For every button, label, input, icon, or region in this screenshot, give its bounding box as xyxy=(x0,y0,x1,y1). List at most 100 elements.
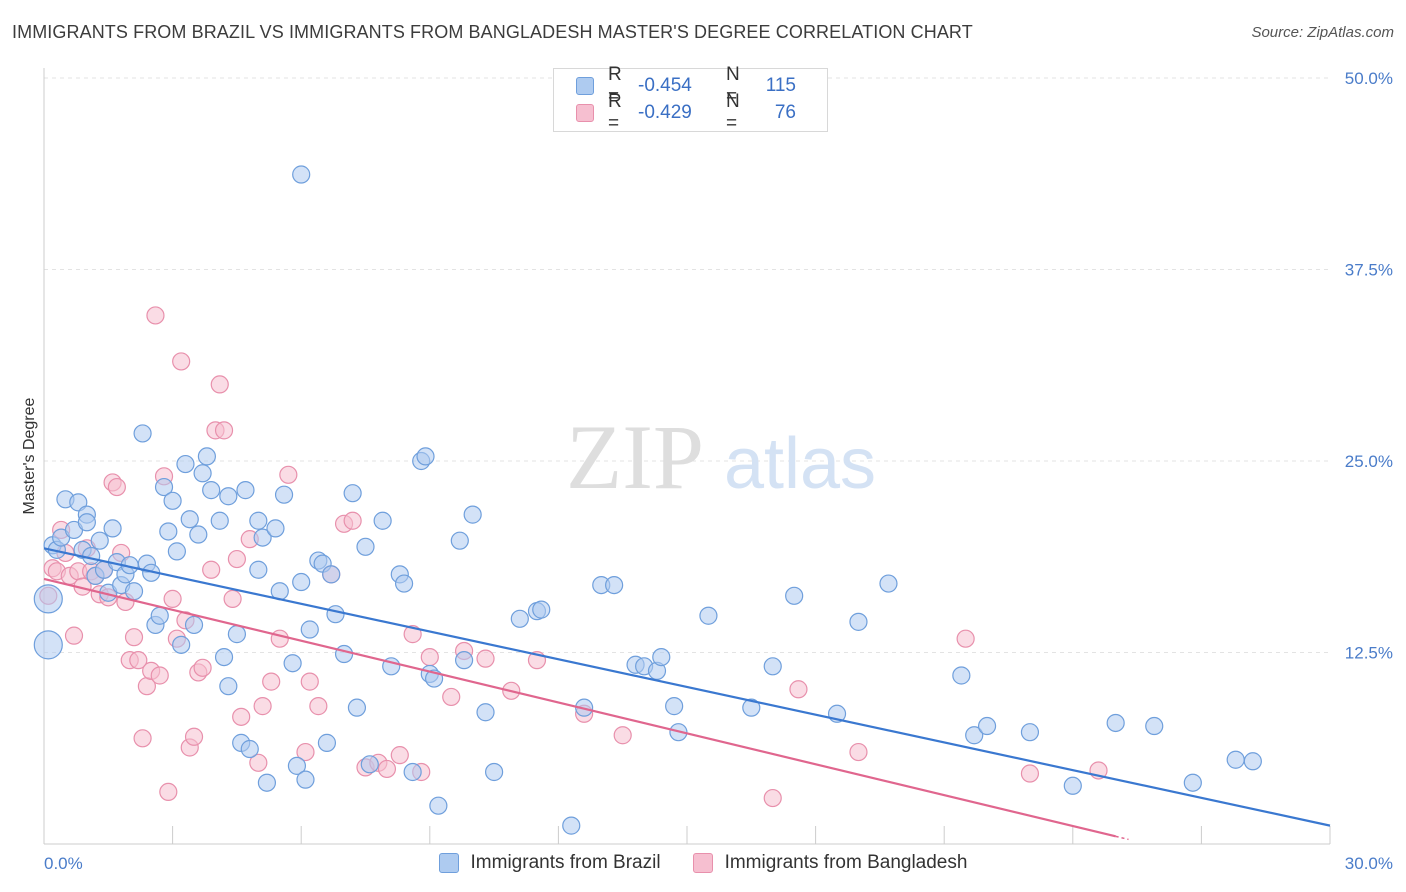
brazil-legend-swatch xyxy=(438,853,459,873)
brazil-points xyxy=(33,165,1262,835)
data-point xyxy=(103,519,122,538)
data-point xyxy=(163,589,182,608)
data-point xyxy=(879,574,898,593)
data-point xyxy=(309,697,328,716)
bangladesh-trend-extension xyxy=(1115,835,1129,841)
tick-labels: 12.5% 25.0% 37.5% 50.0% 0.0% 30.0% xyxy=(44,69,1393,873)
bangladesh-points xyxy=(39,306,1108,808)
data-point xyxy=(785,586,804,605)
n-value: 115 xyxy=(765,75,796,96)
data-point xyxy=(133,424,152,443)
bangladesh-legend-swatch xyxy=(692,853,713,873)
data-point xyxy=(240,739,259,759)
data-point xyxy=(266,519,285,538)
data-point xyxy=(90,531,109,550)
data-point xyxy=(249,753,268,772)
data-point xyxy=(416,447,435,466)
data-point xyxy=(562,816,581,835)
brazil-legend-label: Immigrants from Brazil xyxy=(470,852,661,873)
data-point xyxy=(652,647,671,667)
legend-row-bangladesh: R = -0.429 N = 76 xyxy=(576,91,796,134)
r-label: R = xyxy=(608,64,622,107)
data-point xyxy=(180,510,199,529)
data-point xyxy=(403,762,422,782)
data-point xyxy=(159,782,178,802)
data-point xyxy=(279,465,298,484)
data-point xyxy=(1183,773,1202,792)
data-point xyxy=(184,727,204,746)
data-point xyxy=(322,565,341,584)
data-point xyxy=(159,522,178,541)
legend-row-brazil: R = -0.454 N = 115 xyxy=(576,64,796,107)
data-point xyxy=(33,584,63,614)
data-point xyxy=(202,481,221,500)
watermark-zip: ZIP xyxy=(566,406,704,508)
data-point xyxy=(296,770,315,789)
stats-legend: R = -0.454 N = 115 R = -0.429 N = 76 xyxy=(553,64,828,134)
data-point xyxy=(150,606,169,625)
data-point xyxy=(665,697,684,716)
data-point xyxy=(699,606,718,625)
data-point xyxy=(219,487,238,506)
data-point xyxy=(326,605,345,624)
data-point xyxy=(124,582,144,601)
watermark-atlas: atlas xyxy=(724,424,876,504)
brazil-trend-line xyxy=(43,547,1331,827)
data-point xyxy=(124,628,144,647)
data-point xyxy=(283,654,302,673)
data-point xyxy=(485,762,504,782)
data-point xyxy=(356,537,375,556)
data-point xyxy=(1226,750,1245,769)
axes xyxy=(43,68,1331,845)
data-point xyxy=(763,657,782,676)
r-label: R = xyxy=(608,91,622,134)
data-point xyxy=(150,666,169,685)
data-point xyxy=(334,644,354,664)
data-point xyxy=(193,464,212,483)
data-point xyxy=(1145,716,1164,736)
data-point xyxy=(476,649,495,668)
data-point xyxy=(163,491,182,510)
y-axis-label: Master's Degree xyxy=(21,397,38,514)
y-tick-label: 50.0% xyxy=(1345,69,1393,88)
data-point xyxy=(133,729,152,748)
y-tick-label: 25.0% xyxy=(1345,452,1393,471)
data-point xyxy=(172,352,191,371)
data-point xyxy=(146,306,165,325)
data-point xyxy=(476,703,495,722)
data-point xyxy=(377,759,397,779)
data-point xyxy=(227,625,246,644)
data-point xyxy=(605,575,624,595)
data-point xyxy=(184,615,204,635)
data-point xyxy=(450,531,469,550)
data-point xyxy=(394,574,414,593)
data-point xyxy=(763,788,782,808)
data-point xyxy=(952,666,971,685)
data-point xyxy=(789,680,808,699)
data-point xyxy=(223,589,242,608)
data-point xyxy=(343,484,362,503)
data-point xyxy=(167,542,186,561)
data-point xyxy=(77,513,96,532)
x-tick-label: 0.0% xyxy=(44,854,83,873)
source-label: Source: ZipAtlas.com xyxy=(1251,24,1394,41)
x-tick-label: 30.0% xyxy=(1345,854,1393,873)
data-point xyxy=(442,687,461,707)
watermark: ZIP atlas xyxy=(566,406,876,508)
data-point xyxy=(202,560,221,579)
data-point xyxy=(347,698,367,717)
data-point xyxy=(965,726,984,745)
data-point xyxy=(274,485,294,504)
data-point xyxy=(532,600,551,619)
data-point xyxy=(1106,713,1125,733)
data-point xyxy=(454,651,474,670)
data-point xyxy=(360,755,379,774)
data-point xyxy=(193,658,212,677)
data-point xyxy=(232,707,251,726)
y-tick-label: 12.5% xyxy=(1345,644,1393,663)
data-point xyxy=(172,635,191,654)
data-point xyxy=(613,726,632,745)
data-point xyxy=(214,421,234,440)
data-point xyxy=(189,525,208,544)
